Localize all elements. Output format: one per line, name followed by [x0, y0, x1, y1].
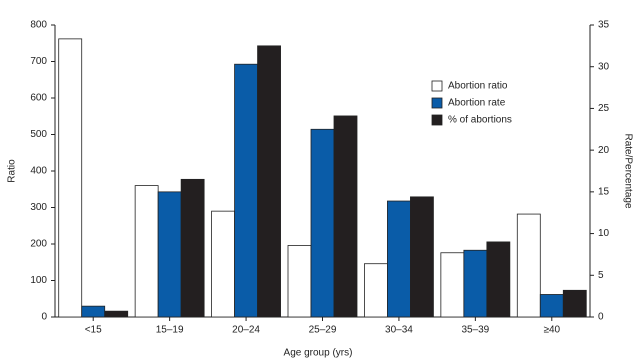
y-axis-label: Ratio	[7, 159, 18, 183]
y2-tick-label: 20	[598, 145, 610, 156]
bar	[516, 213, 541, 318]
x-tick-label: 20–24	[232, 325, 260, 336]
y2-tick-label: 35	[598, 20, 610, 31]
bar	[257, 45, 281, 318]
bar	[440, 252, 465, 318]
legend-label: % of abortions	[448, 115, 512, 126]
bar	[310, 128, 335, 318]
y-tick-label: 600	[30, 93, 47, 104]
bar	[157, 191, 182, 318]
bar	[562, 289, 587, 318]
y-tick-label: 800	[30, 20, 47, 31]
x-tick-label: <15	[85, 325, 102, 336]
y-tick-label: 0	[41, 312, 47, 323]
bar	[387, 200, 411, 318]
bar	[539, 294, 564, 318]
y2-axis-label: Rate/Percentage	[622, 133, 633, 208]
x-tick-label: 35–39	[461, 325, 489, 336]
y-tick-label: 300	[30, 202, 47, 213]
bar	[364, 263, 388, 318]
x-tick-label: 25–29	[309, 325, 337, 336]
x-tick-label: 15–19	[156, 325, 184, 336]
bar	[234, 63, 258, 318]
bar	[463, 249, 488, 318]
bar	[211, 210, 235, 318]
y-tick-label: 700	[30, 56, 47, 67]
y2-tick-label: 25	[598, 103, 610, 114]
y2-tick-label: 15	[598, 186, 610, 197]
bar	[104, 310, 129, 318]
x-tick-label: 30–34	[385, 325, 413, 336]
y-tick-label: 100	[30, 275, 47, 286]
bar	[81, 305, 106, 318]
bar	[134, 185, 159, 318]
legend-swatch	[431, 97, 443, 109]
legend-swatch	[431, 80, 443, 92]
y-tick-label: 200	[30, 239, 47, 250]
y2-tick-label: 0	[598, 312, 604, 323]
bar	[180, 178, 205, 318]
bar	[410, 196, 434, 318]
legend-label: Abortion ratio	[448, 81, 508, 92]
legend-label: Abortion rate	[448, 98, 506, 109]
bar	[287, 245, 312, 318]
y2-tick-label: 5	[598, 270, 604, 281]
y2-tick-label: 10	[598, 228, 610, 239]
y2-tick-label: 30	[598, 61, 610, 72]
x-tick-label: ≥40	[543, 325, 560, 336]
bar	[333, 115, 358, 318]
x-axis-label: Age group (yrs)	[284, 348, 353, 359]
bar	[58, 38, 83, 318]
y-tick-label: 500	[30, 129, 47, 140]
bar	[486, 241, 511, 318]
legend-swatch	[431, 114, 443, 126]
y-tick-label: 400	[30, 166, 47, 177]
